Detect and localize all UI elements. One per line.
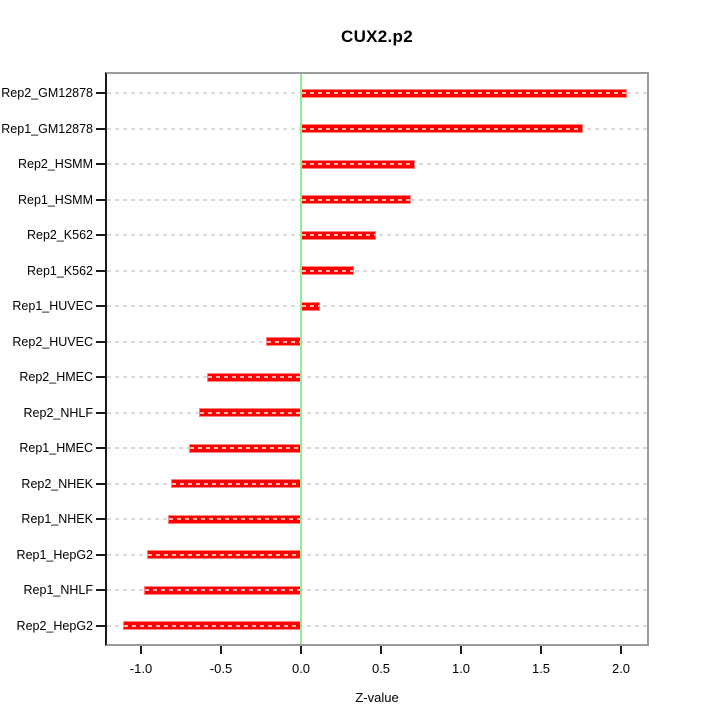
gridline [107,482,647,485]
y-tick-mark [96,518,105,520]
bar [123,621,301,630]
gridline [107,269,647,272]
y-tick-mark [96,482,105,485]
x-tick-label: 1.0 [451,661,471,676]
y-tick-mark [96,340,105,343]
x-tick-label: 0.5 [371,661,391,676]
bar [301,159,415,169]
y-tick-label: Rep2_HepG2 [16,618,93,633]
bar [301,301,321,311]
y-tick-mark [96,269,105,272]
x-tick-label: 1.5 [531,661,551,676]
gridline [107,234,647,236]
y-tick-mark [96,553,105,556]
x-tick-label: -1.0 [129,661,153,676]
bar [206,372,301,382]
y-tick-label: Rep2_K562 [26,228,93,242]
x-tick-mark [380,646,382,654]
y-tick-label: Rep1_NHEK [21,512,93,526]
bar [301,195,412,204]
bar [198,408,301,417]
gridline [107,447,647,449]
y-tick-label: Rep2_NHEK [21,476,93,491]
y-tick-mark [96,127,105,130]
gridline [107,624,647,627]
y-tick-mark [96,198,105,201]
x-tick-mark [140,646,142,654]
y-tick-label: Rep1_HUVEC [12,299,93,313]
y-tick-mark [96,447,105,449]
x-tick-mark [620,646,622,654]
y-tick-mark [96,234,105,236]
x-tick-mark [300,646,302,654]
y-tick-mark [96,411,105,414]
x-tick-label: 2.0 [611,661,631,676]
x-axis-title: Z-value [355,690,399,705]
x-tick-mark [220,646,222,654]
x-tick-mark [540,646,542,654]
bar [147,550,301,559]
gridline [107,340,647,343]
y-tick-mark [96,92,105,94]
y-tick-mark [96,163,105,165]
y-tick-mark [96,305,105,307]
x-tick-label: -0.5 [209,661,233,676]
y-tick-label: Rep2_GM12878 [1,86,93,100]
plot-area [105,72,649,646]
bar [168,514,301,524]
gridline [107,411,647,414]
bar [301,230,377,240]
chart-title: CUX2.p2 [340,27,414,46]
gridline [107,553,647,556]
bar [301,124,583,133]
zero-line [300,74,302,644]
y-tick-label: Rep2_HMEC [19,370,93,384]
y-tick-mark [96,589,105,591]
x-tick-label: 0.0 [291,661,311,676]
y-tick-label: Rep1_NHLF [23,583,93,597]
bar [301,88,628,98]
y-tick-label: Rep2_HSMM [17,157,93,171]
x-tick-mark [460,646,462,654]
y-tick-label: Rep2_NHLF [23,405,93,420]
y-tick-label: Rep1_HSMM [17,192,93,207]
bar [301,266,354,275]
y-tick-label: Rep2_HUVEC [12,334,93,349]
bar [265,337,301,346]
bar [171,479,301,488]
y-tick-mark [96,624,105,627]
y-tick-label: Rep1_HepG2 [16,547,93,562]
y-tick-mark [96,376,105,378]
bar [189,443,301,453]
gridline [107,376,647,378]
y-tick-label: Rep1_HMEC [19,441,93,455]
gridline [107,305,647,307]
bar [144,585,301,595]
y-tick-label: Rep1_K562 [26,263,93,278]
y-tick-label: Rep1_GM12878 [1,121,93,136]
gridline [107,589,647,591]
gridline [107,518,647,520]
